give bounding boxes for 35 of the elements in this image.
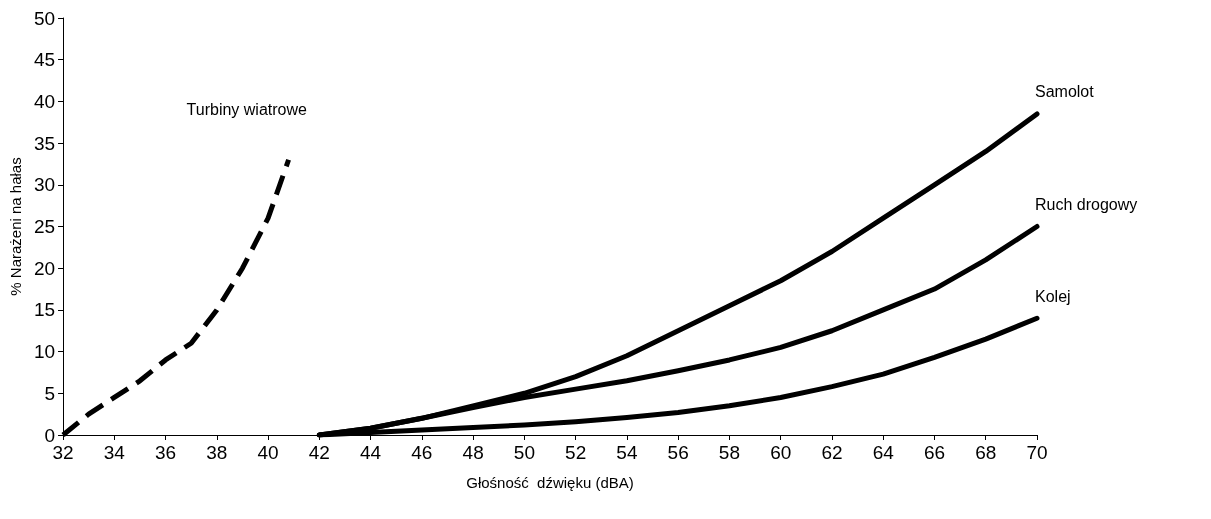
y-tick-label: 15 [33,299,56,321]
y-tick-label: 20 [33,257,56,279]
series-label: Kolej [1035,287,1071,305]
x-tick-label: 50 [513,442,535,463]
text: Turbiny wiatrowe [186,101,308,119]
x-tick-label: 38 [206,442,228,463]
x-tick-label: 40 [257,442,279,463]
y-tick-label: 45 [33,49,56,71]
x-tick-label: 48 [462,442,484,463]
series-label: Ruch drogowy [1035,196,1138,213]
y-tick-label: 40 [33,90,56,112]
x-tick-label: 58 [718,442,740,463]
x-tick-label: 34 [103,442,126,463]
y-tick-label: 35 [33,132,56,154]
x-tick-label: 66 [923,442,946,463]
y-axis-title: % Narażeni na hałas [7,157,24,296]
y-tick-label: 30 [33,174,56,196]
series-label: Samolot [1035,83,1095,101]
y-tick-label: 25 [33,216,56,237]
x-tick-label: 36 [154,442,177,463]
x-axis-title: Głośność dźwięku (dBA) [466,474,634,491]
x-tick-label: 56 [667,442,689,463]
x-tick-label: 52 [565,442,587,463]
x-tick-label: 42 [308,442,330,463]
y-tick-label: 50 [33,7,56,29]
x-tick-label: 54 [616,442,638,463]
x-tick-label: 64 [872,442,895,463]
x-tick-label: 44 [360,442,382,463]
x-tick-label: 46 [411,442,433,463]
y-tick-label: 10 [33,341,56,363]
x-tick-label: 70 [1026,442,1048,463]
x-tick-label: 60 [770,442,792,463]
y-tick-label: 5 [44,382,56,404]
x-tick-label: 68 [975,442,997,463]
x-tick-label: 62 [821,442,843,463]
